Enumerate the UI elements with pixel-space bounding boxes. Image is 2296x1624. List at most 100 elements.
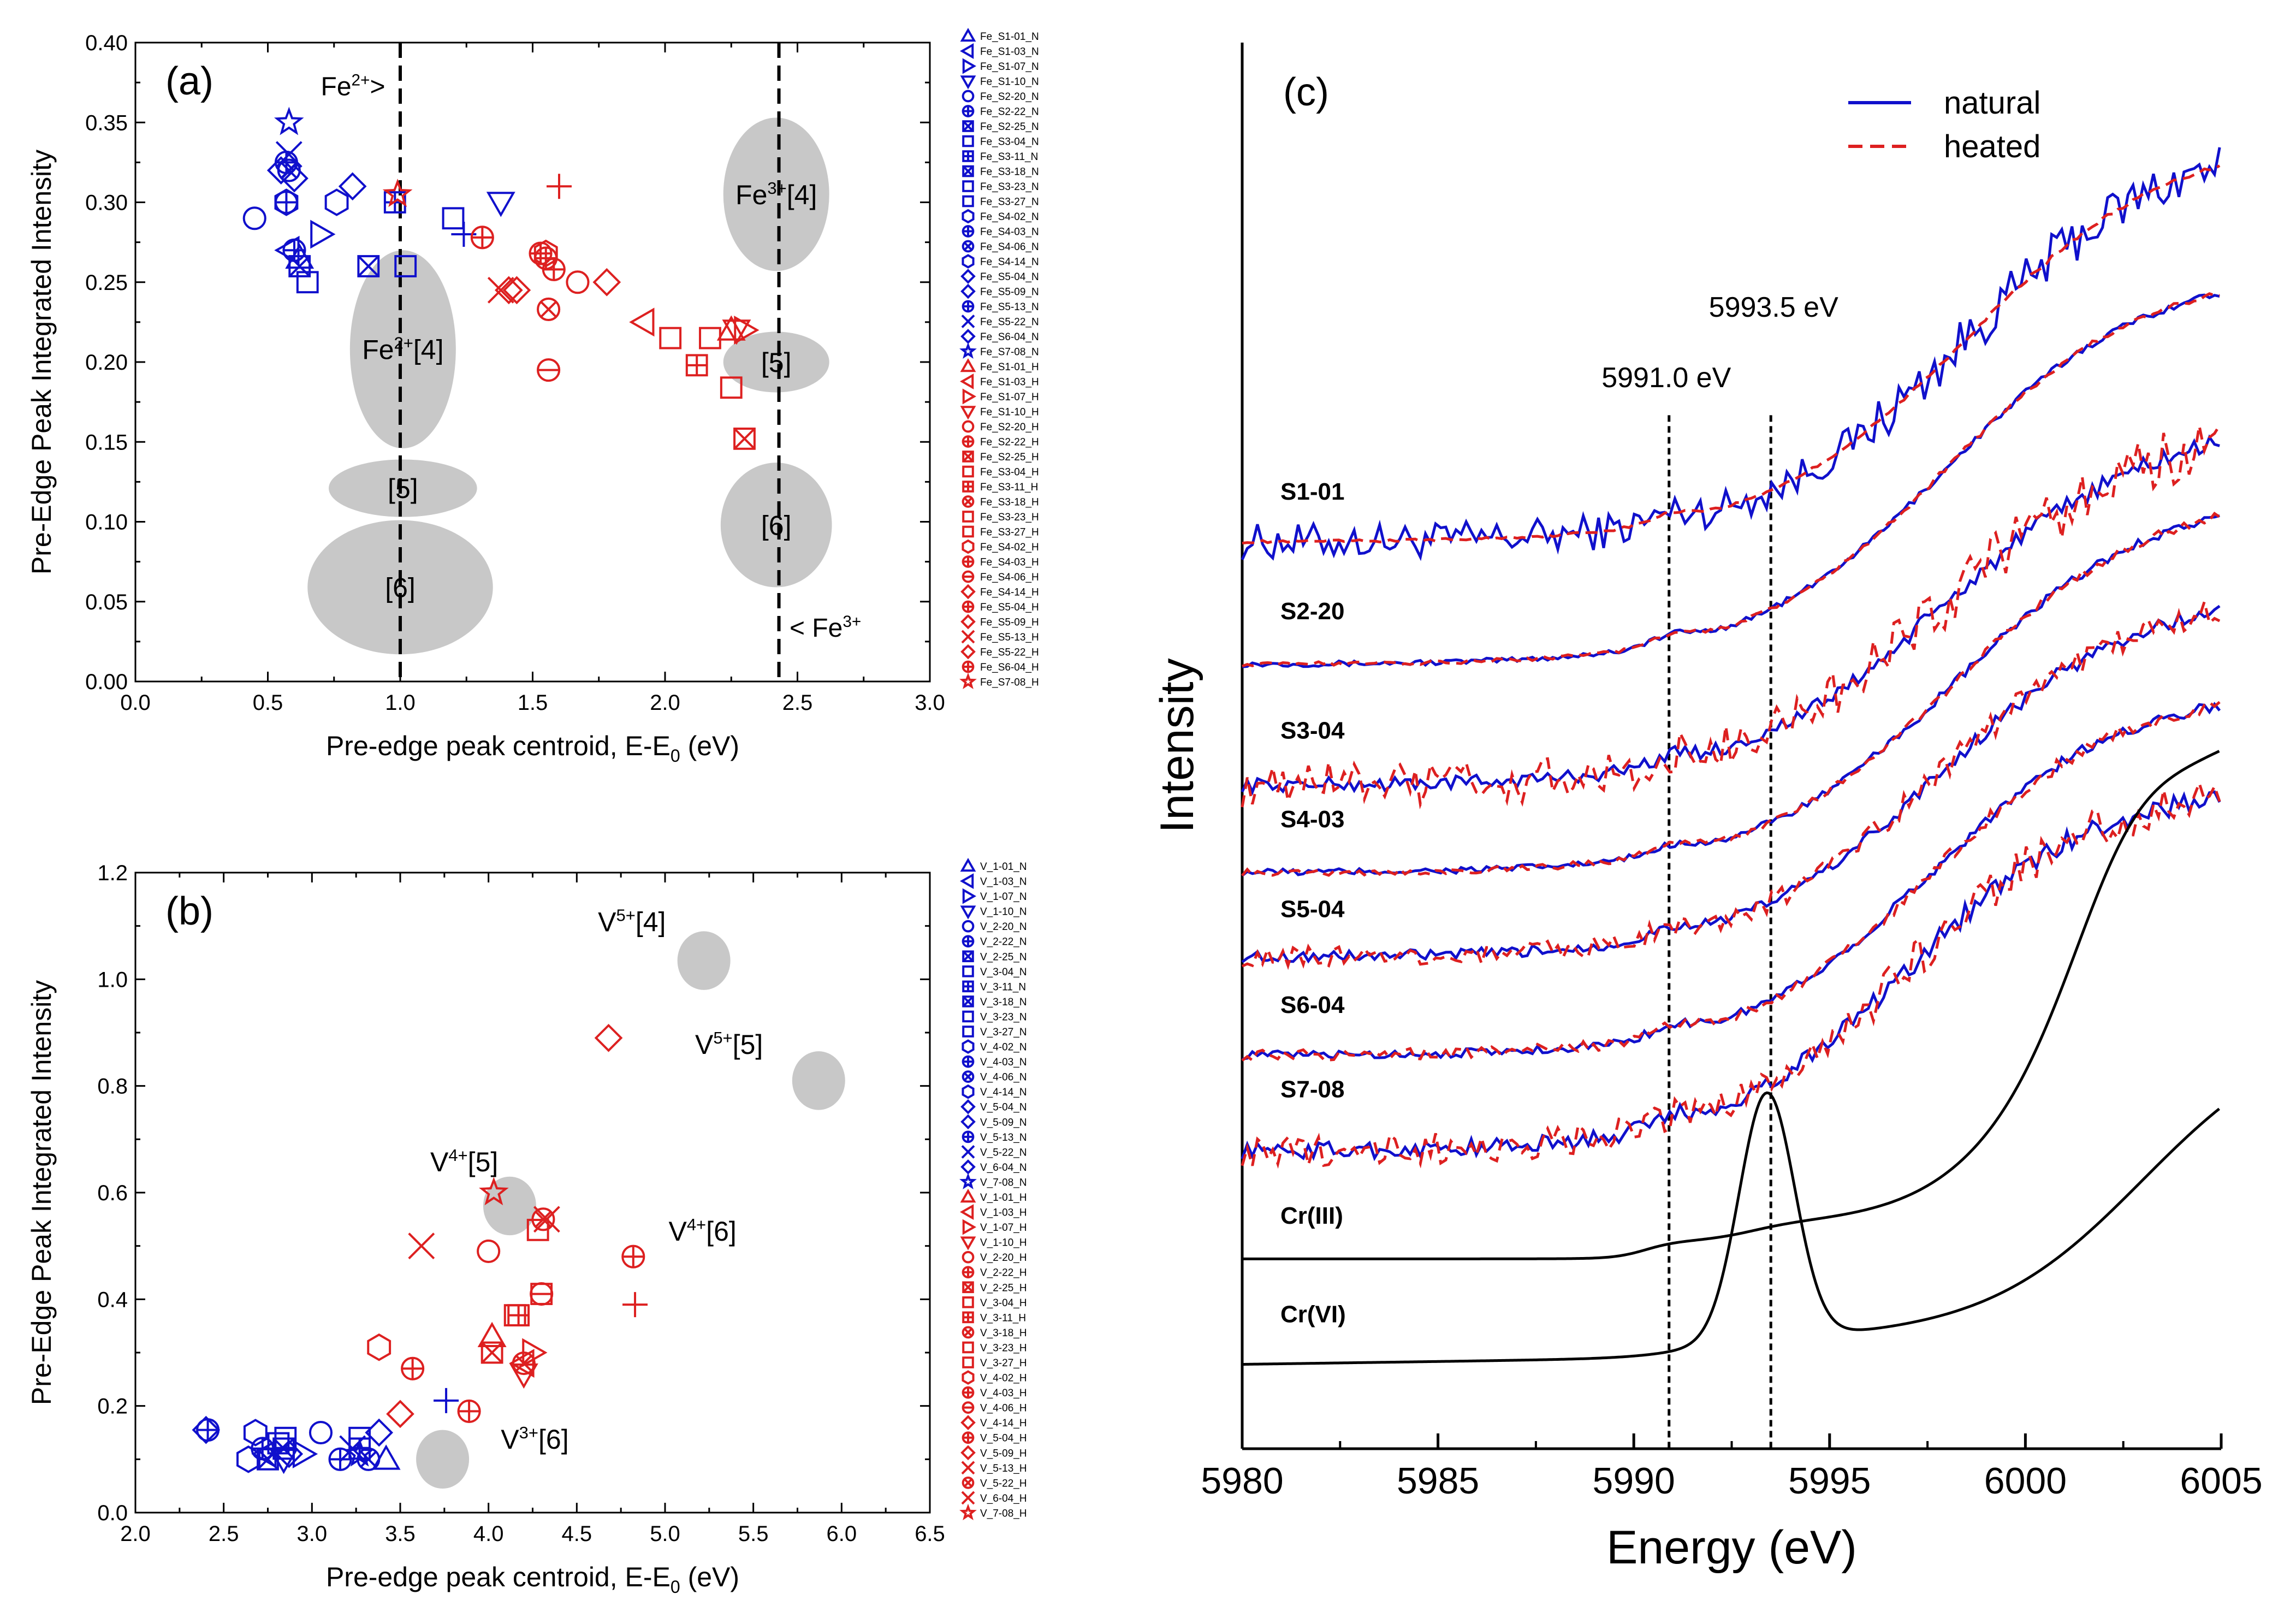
legend-entry: Fe_S2-20_N <box>980 91 1039 103</box>
data-point <box>257 1448 279 1471</box>
legend-marker <box>962 1401 975 1414</box>
data-point-shape <box>242 206 266 230</box>
data-point <box>408 1232 435 1260</box>
annotation: < Fe3+ <box>790 613 861 643</box>
data-point <box>533 239 558 268</box>
legend-marker <box>961 1461 975 1475</box>
legend-entry: V_7-08_N <box>980 1177 1027 1188</box>
data-point-shape <box>533 239 558 268</box>
data-point <box>386 1400 414 1429</box>
region-label: [5] <box>388 473 418 504</box>
legend-entry: V_6-04_N <box>980 1162 1027 1173</box>
data-point-stroke <box>540 301 557 318</box>
legend-marker <box>962 1130 975 1143</box>
legend-marker <box>962 1477 975 1489</box>
legend-entry: Fe_S4-02_H <box>980 542 1039 553</box>
data-point <box>503 1304 526 1327</box>
data-point-shape <box>345 1438 375 1467</box>
legend-marker <box>959 1172 977 1189</box>
legend-marker-shape <box>959 1172 977 1189</box>
legend-entry: Fe_S5-09_H <box>980 617 1039 629</box>
data-point-shape <box>594 1023 623 1052</box>
spectrum-label: S1-01 <box>1280 478 1344 505</box>
legend-entry: Fe_S7-08_H <box>980 677 1039 689</box>
legend-marker-shape <box>962 950 974 963</box>
data-point <box>275 1439 304 1468</box>
data-point <box>733 428 756 450</box>
legend-entry: V_1-03_N <box>980 876 1027 888</box>
legend-marker <box>962 1370 975 1385</box>
spectrum-natural-line <box>1242 293 2220 668</box>
legend-marker <box>962 180 974 192</box>
spectrum-natural-line <box>1241 434 2220 796</box>
legend-marker <box>962 1356 974 1368</box>
legend-marker-stroke <box>963 497 973 506</box>
data-point-shape <box>338 172 367 201</box>
legend-entry: Fe_S1-01_H <box>980 361 1039 373</box>
legend-entry: Fe_S3-23_H <box>980 512 1039 523</box>
legend-marker <box>960 1114 976 1130</box>
legend-marker <box>960 905 976 920</box>
legend-marker <box>960 27 976 42</box>
legend-marker <box>962 511 974 523</box>
y-axis-title: Intensity <box>1151 658 1203 833</box>
legend-entry: Fe_S5-04_N <box>980 271 1039 283</box>
data-point-shape <box>288 255 311 277</box>
data-point-shape <box>243 1419 268 1447</box>
data-point-shape <box>296 271 319 294</box>
legend-marker-shape <box>960 1445 976 1461</box>
legend-marker-stroke <box>961 630 975 644</box>
data-point-stroke <box>275 141 302 168</box>
x-tick-label: 6.5 <box>915 1522 945 1546</box>
legend-marker <box>962 570 975 583</box>
legend-marker-shape <box>962 1356 974 1368</box>
spectrum-label: S3-04 <box>1280 718 1345 744</box>
legend-entry: Fe_S3-18_H <box>980 497 1039 508</box>
legend-marker <box>962 995 974 1007</box>
legend-marker <box>962 195 974 208</box>
y-tick-label: 0.00 <box>85 670 128 694</box>
legend-marker-stroke <box>961 1491 975 1505</box>
legend-marker <box>962 1296 974 1308</box>
panel-c-chart: 5980 5985 5990 5995 6000 6005 Energy (eV) Inten… <box>1151 43 2263 1574</box>
legend-entry: Fe_S6-04_N <box>980 331 1039 343</box>
data-point-stroke <box>257 1448 279 1471</box>
legend-entry: V_7-08_H <box>980 1508 1027 1519</box>
legend-marker-shape <box>960 27 976 42</box>
legend-entry: Fe_S1-07_H <box>980 392 1039 403</box>
region-ellipse <box>792 1051 845 1110</box>
region-label: [6] <box>385 572 416 603</box>
legend-entry: Fe_S4-06_H <box>980 572 1039 583</box>
energy-marker-label: 5993.5 eV <box>1709 292 1838 323</box>
legend-marker <box>962 1386 975 1399</box>
legend-entry: Fe_S2-25_N <box>980 121 1039 133</box>
data-point-shape <box>367 1333 391 1361</box>
legend-entry: Fe_S5-04_H <box>980 602 1039 613</box>
legend-marker <box>962 660 975 673</box>
legend-entry: V_5-04_H <box>980 1433 1027 1444</box>
data-point <box>382 179 413 208</box>
legend-entry: V_1-07_N <box>980 891 1027 903</box>
legend-entry: V_2-20_N <box>980 921 1027 933</box>
legend-marker-shape <box>962 495 975 508</box>
legend-marker <box>962 240 975 253</box>
legend-marker-shape <box>962 165 974 177</box>
data-point <box>242 206 266 230</box>
data-point-shape <box>659 327 682 349</box>
region-ellipse <box>723 331 829 393</box>
data-point-shape <box>382 179 413 208</box>
y-tick-label: 0.2 <box>97 1395 128 1419</box>
x-tick-label: 2.0 <box>120 1522 151 1546</box>
legend-marker <box>962 1026 974 1038</box>
data-point-shape <box>566 270 590 294</box>
legend-marker <box>962 150 974 162</box>
region-ellipse <box>307 520 493 655</box>
data-point-shape <box>308 1420 333 1445</box>
legend-marker <box>962 1055 975 1068</box>
x-axis-title: Energy (eV) <box>1606 1521 1857 1574</box>
data-point-shape <box>716 315 746 341</box>
legend-entry: V_4-03_H <box>980 1388 1027 1399</box>
legend-marker-shape <box>960 329 976 344</box>
legend-marker <box>962 105 975 117</box>
legend-marker-shape <box>962 965 974 977</box>
